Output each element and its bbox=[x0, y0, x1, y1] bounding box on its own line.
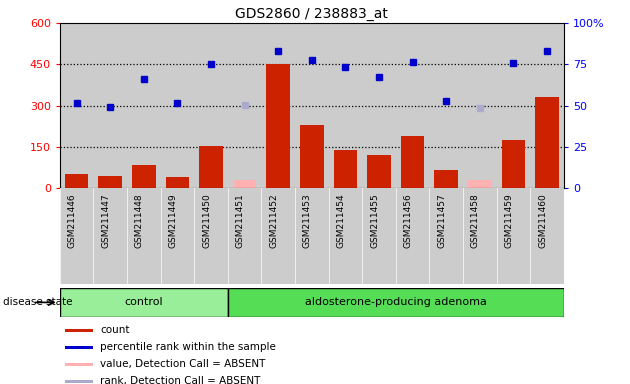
Text: GSM211458: GSM211458 bbox=[471, 193, 480, 248]
Bar bbox=[127, 23, 161, 188]
Text: percentile rank within the sample: percentile rank within the sample bbox=[100, 343, 276, 353]
Text: GSM211449: GSM211449 bbox=[168, 193, 178, 248]
Text: GSM211452: GSM211452 bbox=[269, 193, 278, 248]
Text: GSM211448: GSM211448 bbox=[135, 193, 144, 248]
Bar bbox=[65, 380, 93, 383]
Bar bbox=[463, 23, 496, 188]
Text: aldosterone-producing adenoma: aldosterone-producing adenoma bbox=[305, 297, 487, 308]
Bar bbox=[496, 23, 530, 188]
Text: GSM211450: GSM211450 bbox=[202, 193, 211, 248]
Bar bbox=[228, 23, 261, 188]
Bar bbox=[300, 125, 324, 188]
Bar bbox=[463, 188, 496, 284]
Bar bbox=[430, 23, 463, 188]
Bar bbox=[65, 346, 93, 349]
Bar bbox=[295, 23, 329, 188]
Bar bbox=[536, 98, 559, 188]
Text: disease state: disease state bbox=[3, 297, 72, 308]
Bar bbox=[396, 23, 430, 188]
Text: GSM211460: GSM211460 bbox=[538, 193, 547, 248]
Bar bbox=[530, 23, 564, 188]
Bar bbox=[362, 23, 396, 188]
Text: GSM211451: GSM211451 bbox=[236, 193, 244, 248]
FancyBboxPatch shape bbox=[60, 288, 228, 317]
Bar bbox=[430, 188, 463, 284]
Bar bbox=[329, 188, 362, 284]
Bar bbox=[65, 362, 93, 366]
Bar bbox=[161, 188, 194, 284]
Text: count: count bbox=[100, 326, 130, 336]
Bar bbox=[93, 188, 127, 284]
Bar bbox=[93, 23, 127, 188]
Bar bbox=[228, 188, 261, 284]
Bar bbox=[266, 64, 290, 188]
Title: GDS2860 / 238883_at: GDS2860 / 238883_at bbox=[236, 7, 388, 21]
Text: rank, Detection Call = ABSENT: rank, Detection Call = ABSENT bbox=[100, 376, 261, 384]
Bar bbox=[295, 188, 329, 284]
Bar bbox=[367, 155, 391, 188]
Text: control: control bbox=[125, 297, 163, 308]
Text: GSM211459: GSM211459 bbox=[505, 193, 513, 248]
Text: GSM211446: GSM211446 bbox=[67, 193, 77, 248]
Bar bbox=[98, 176, 122, 188]
Bar bbox=[233, 180, 256, 188]
Text: GSM211456: GSM211456 bbox=[404, 193, 413, 248]
Bar bbox=[194, 188, 228, 284]
Bar bbox=[60, 188, 93, 284]
Bar bbox=[468, 180, 491, 188]
Bar bbox=[401, 136, 425, 188]
Bar bbox=[334, 150, 357, 188]
Bar bbox=[501, 140, 525, 188]
Text: GSM211447: GSM211447 bbox=[101, 193, 110, 248]
Bar bbox=[65, 174, 88, 188]
Bar bbox=[396, 188, 430, 284]
Bar bbox=[127, 188, 161, 284]
Bar bbox=[65, 329, 93, 332]
Bar bbox=[261, 23, 295, 188]
Bar bbox=[194, 23, 228, 188]
Bar bbox=[261, 188, 295, 284]
Bar bbox=[60, 23, 93, 188]
Text: GSM211453: GSM211453 bbox=[303, 193, 312, 248]
Text: value, Detection Call = ABSENT: value, Detection Call = ABSENT bbox=[100, 359, 266, 369]
Bar bbox=[161, 23, 194, 188]
Bar bbox=[435, 170, 458, 188]
FancyBboxPatch shape bbox=[228, 288, 564, 317]
Text: GSM211455: GSM211455 bbox=[370, 193, 379, 248]
Text: GSM211457: GSM211457 bbox=[437, 193, 446, 248]
Bar bbox=[530, 188, 564, 284]
Bar bbox=[166, 177, 189, 188]
Bar bbox=[362, 188, 396, 284]
Text: GSM211454: GSM211454 bbox=[336, 193, 345, 248]
Bar bbox=[132, 165, 156, 188]
Bar bbox=[199, 146, 223, 188]
Bar bbox=[329, 23, 362, 188]
Bar bbox=[496, 188, 530, 284]
